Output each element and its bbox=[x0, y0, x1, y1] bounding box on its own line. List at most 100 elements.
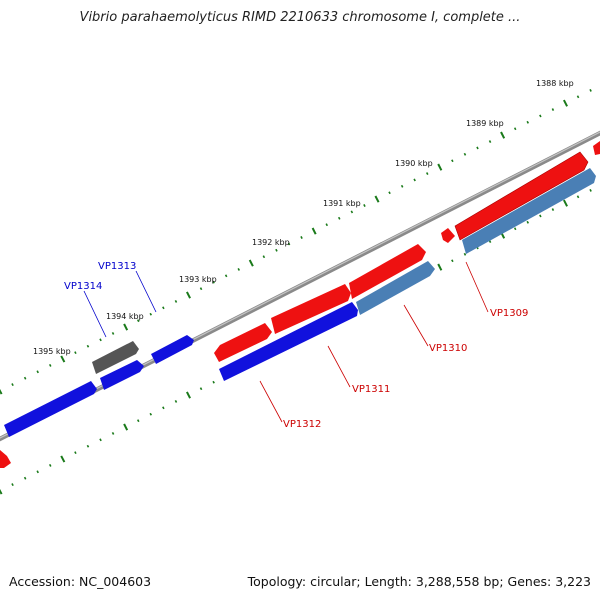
minor-tick bbox=[174, 300, 178, 303]
minor-tick bbox=[275, 248, 278, 252]
gene-vp1309-arrow[interactable] bbox=[454, 151, 589, 241]
ruler-label-1392: 1392 kbp bbox=[252, 238, 290, 247]
minor-tick bbox=[136, 319, 140, 323]
minor-tick bbox=[337, 216, 341, 220]
minor-tick bbox=[149, 412, 153, 416]
minor-tick bbox=[363, 204, 366, 207]
leader-vp1311 bbox=[327, 345, 351, 388]
leader-vp1312 bbox=[259, 380, 283, 423]
minor-tick bbox=[212, 280, 215, 284]
minor-tick bbox=[111, 432, 115, 435]
gene-grey-arrow[interactable] bbox=[92, 341, 139, 374]
minor-tick bbox=[576, 95, 580, 99]
ruler-label-1389: 1389 kbp bbox=[466, 119, 504, 128]
outer-tick-ruler bbox=[0, 88, 592, 395]
minor-tick bbox=[513, 227, 517, 231]
gene-left-reverse-arrow[interactable] bbox=[4, 381, 97, 437]
leader-vp1314 bbox=[83, 290, 107, 338]
minor-tick bbox=[174, 400, 178, 403]
ruler-label-1390: 1390 kbp bbox=[395, 159, 433, 168]
major-tick bbox=[374, 195, 380, 203]
minor-tick bbox=[589, 188, 592, 192]
minor-tick bbox=[463, 252, 467, 256]
minor-tick bbox=[539, 114, 542, 118]
gene-vp1308-arrow[interactable] bbox=[593, 141, 600, 155]
minor-tick bbox=[99, 338, 102, 342]
minor-tick bbox=[48, 363, 52, 367]
minor-tick bbox=[589, 88, 592, 92]
minor-tick bbox=[551, 108, 555, 111]
minor-tick bbox=[425, 172, 429, 175]
map-title: Vibrio parahaemolyticus RIMD 2210633 chr… bbox=[79, 10, 521, 25]
major-tick bbox=[248, 259, 254, 267]
gene-label-vp1312[interactable]: VP1312 bbox=[283, 419, 321, 430]
major-tick bbox=[60, 355, 66, 363]
major-tick bbox=[123, 423, 129, 431]
minor-tick bbox=[162, 406, 165, 410]
gene-label-vp1311[interactable]: VP1311 bbox=[352, 384, 390, 395]
gene-vp1312-arrow[interactable] bbox=[214, 323, 272, 362]
gene-label-vp1310[interactable]: VP1310 bbox=[429, 343, 467, 354]
minor-tick bbox=[300, 236, 303, 239]
gene-vp1311-reverse-arrow[interactable] bbox=[219, 302, 358, 381]
minor-tick bbox=[149, 312, 153, 316]
minor-tick bbox=[11, 483, 14, 487]
minor-tick bbox=[48, 463, 52, 467]
ruler-label-1393: 1393 kbp bbox=[179, 275, 217, 284]
gene-vp1311-arrow[interactable] bbox=[271, 284, 351, 334]
minor-tick bbox=[513, 127, 517, 131]
minor-tick bbox=[23, 476, 27, 480]
major-tick bbox=[437, 263, 443, 271]
major-tick bbox=[60, 455, 66, 463]
minor-tick bbox=[576, 195, 580, 199]
minor-tick bbox=[476, 146, 479, 150]
major-tick bbox=[500, 131, 506, 139]
major-tick bbox=[437, 163, 443, 171]
minor-tick bbox=[539, 214, 542, 218]
leader-vp1310 bbox=[403, 304, 429, 347]
minor-tick bbox=[99, 438, 102, 442]
minor-tick bbox=[111, 332, 115, 335]
gene-left-forward-arrow[interactable] bbox=[0, 450, 11, 468]
minor-tick bbox=[23, 376, 27, 380]
minor-tick bbox=[388, 191, 391, 195]
minor-tick bbox=[463, 152, 467, 156]
major-tick bbox=[186, 391, 191, 399]
leader-vp1309 bbox=[465, 261, 489, 313]
gene-small-forward-arrow[interactable] bbox=[441, 228, 455, 243]
gene-vp1310-arrow[interactable] bbox=[349, 244, 426, 299]
minor-tick bbox=[224, 274, 228, 278]
minor-tick bbox=[199, 387, 203, 391]
minor-tick bbox=[551, 208, 555, 211]
minor-tick bbox=[86, 444, 90, 448]
minor-tick bbox=[526, 220, 530, 224]
major-tick bbox=[0, 388, 3, 395]
minor-tick bbox=[162, 306, 165, 310]
minor-tick bbox=[237, 268, 241, 271]
minor-tick bbox=[11, 383, 14, 387]
minor-tick bbox=[325, 223, 329, 227]
gene-label-vp1313[interactable]: VP1313 bbox=[98, 261, 136, 272]
ruler-label-1391: 1391 kbp bbox=[323, 199, 361, 208]
gene-label-vp1314[interactable]: VP1314 bbox=[64, 281, 102, 292]
ruler-label-1395: 1395 kbp bbox=[33, 347, 71, 356]
rna-feature-vp1309[interactable] bbox=[462, 168, 596, 254]
minor-tick bbox=[350, 210, 354, 214]
gene-vp1313-arrow[interactable] bbox=[151, 335, 194, 364]
gene-label-vp1309[interactable]: VP1309 bbox=[490, 308, 528, 319]
ruler-label-1394: 1394 kbp bbox=[106, 312, 144, 321]
minor-tick bbox=[36, 370, 39, 374]
major-tick bbox=[311, 227, 317, 235]
minor-tick bbox=[136, 419, 140, 423]
rna-feature-vp1310[interactable] bbox=[356, 261, 435, 315]
minor-tick bbox=[526, 120, 530, 124]
minor-tick bbox=[74, 351, 77, 355]
ruler-label-1388: 1388 kbp bbox=[536, 79, 574, 88]
gene-vp1314-arrow[interactable] bbox=[100, 360, 144, 390]
minor-tick bbox=[262, 255, 266, 259]
genome-stats-text: Topology: circular; Length: 3,288,558 bp… bbox=[247, 574, 591, 589]
minor-tick bbox=[36, 470, 39, 474]
minor-tick bbox=[199, 287, 203, 291]
major-tick bbox=[0, 488, 3, 495]
